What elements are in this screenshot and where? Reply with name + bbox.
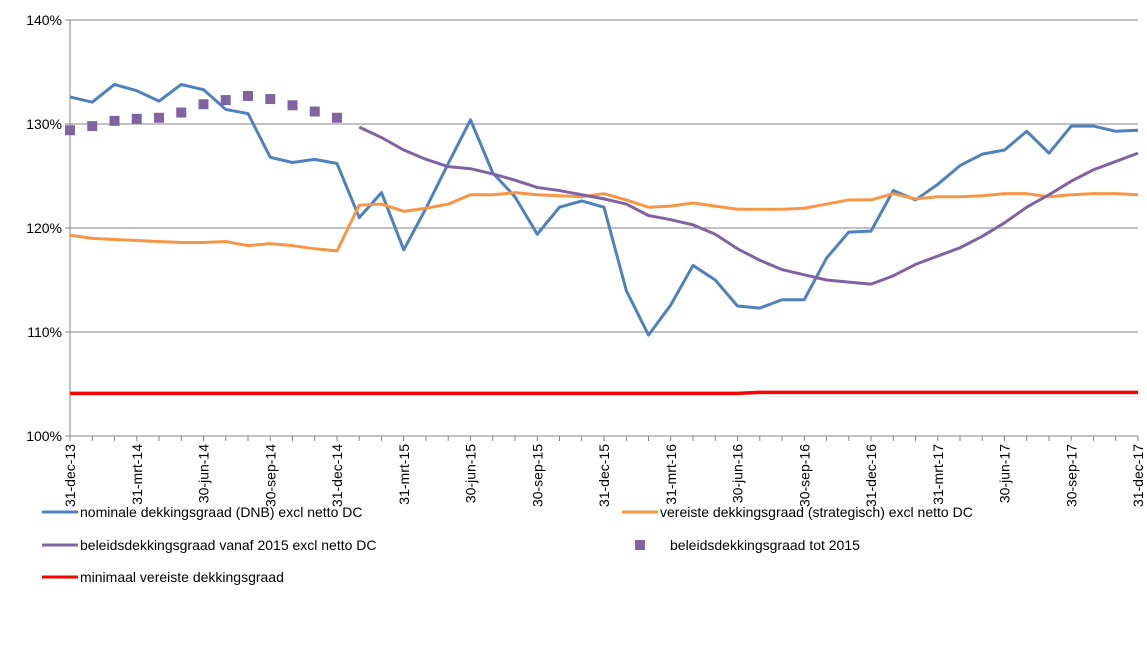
marker [109,115,120,126]
marker [287,100,298,111]
y-tick-label: 140% [26,12,62,28]
marker [131,113,142,124]
marker [87,121,98,132]
series-line [358,125,1139,286]
y-tick-label: 100% [26,428,62,444]
y-tick-label: 110% [27,324,62,340]
marker [198,99,209,110]
x-tick-label: 31-dec-17 [1130,444,1146,507]
series-line [69,82,1139,337]
x-tick-label: 30-sep-15 [529,444,545,507]
x-tick-label: 30-sep-17 [1063,444,1079,507]
x-tick-label: 30-jun-15 [463,444,479,503]
marker [154,112,164,123]
marker [243,90,253,101]
marker [65,125,75,136]
marker [309,106,320,117]
x-tick-label: 30-sep-14 [262,444,278,507]
y-tick-label: 120% [26,220,62,236]
series-line [69,191,1139,253]
x-tick-label: 31-mrt-14 [129,444,145,505]
y-tick-label: 130% [26,116,62,132]
x-tick-label: 31-mrt-17 [930,444,946,505]
legend-marker [635,540,645,550]
x-tick-label: 30-jun-14 [196,444,212,503]
x-tick-label: 31-dec-14 [329,444,345,507]
marker [265,94,276,105]
legend-label: vereiste dekkingsgraad (strategisch) exc… [660,504,973,520]
x-tick-label: 31-dec-13 [62,444,78,507]
legend-label: beleidsdekkingsgraad vanaf 2015 excl net… [80,537,377,553]
legend-label: nominale dekkingsgraad (DNB) excl netto … [80,504,362,520]
x-tick-label: 30-jun-17 [997,444,1013,503]
x-tick-label: 30-sep-16 [796,444,812,507]
marker [332,112,342,123]
marker [176,107,187,118]
x-tick-label: 31-dec-16 [863,444,879,507]
marker [220,95,231,106]
x-tick-label: 31-mrt-16 [663,444,679,505]
legend-label: beleidsdekkingsgraad tot 2015 [670,537,860,553]
x-tick-label: 31-dec-15 [596,444,612,507]
series-line [70,390,1138,396]
x-tick-label: 30-jun-16 [730,444,746,503]
legend-label: minimaal vereiste dekkingsgraad [80,569,284,585]
x-tick-label: 31-mrt-15 [396,444,412,505]
